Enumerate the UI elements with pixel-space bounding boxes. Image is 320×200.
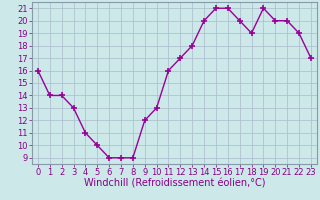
X-axis label: Windchill (Refroidissement éolien,°C): Windchill (Refroidissement éolien,°C): [84, 179, 265, 189]
